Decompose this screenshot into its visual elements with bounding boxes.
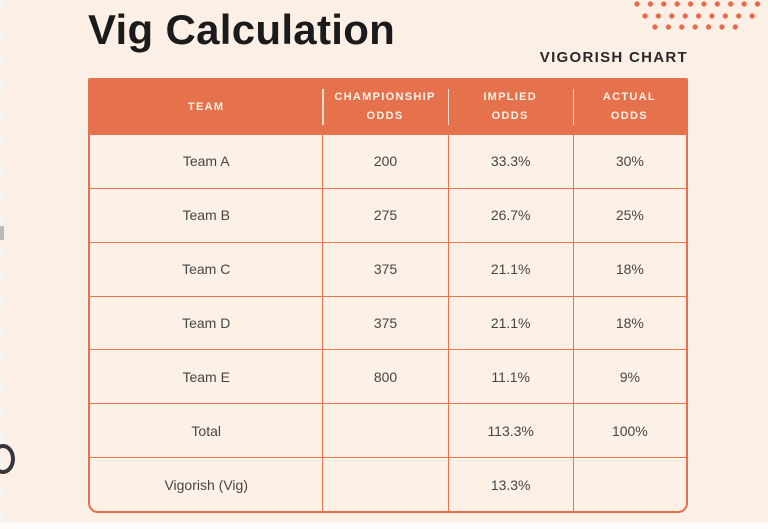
bottom-light-strip [0,522,768,529]
table-cell: Vigorish (Vig) [90,457,323,511]
column-header-actual-odds: ACTUAL ODDS [572,80,686,134]
table-cell: Team A [90,133,323,188]
page-title: Vig Calculation [88,6,396,53]
table-cell [322,403,448,458]
screen-edge-notches [0,0,3,529]
table-cell: Team C [90,241,323,296]
column-header-label: TEAM [188,100,225,113]
vigorish-table: TEAM CHAMPIONSHIP ODDS IMPLIED ODDS ACTU… [88,78,688,513]
column-header-label: CHAMPIONSHIP ODDS [334,91,436,122]
table-cell [322,457,448,511]
table-cell: Team D [90,295,323,350]
table-cell: 800 [322,349,448,404]
column-header-label: IMPLIED ODDS [483,91,538,122]
table-cell: 11.1% [447,349,573,404]
column-header-team: TEAM [90,80,323,134]
corner-dots-row-icon [642,12,760,19]
column-header-championship-odds: CHAMPIONSHIP ODDS [322,80,448,134]
table-cell: Total [90,403,323,457]
table-cell: 200 [322,133,448,188]
table-cell: 9% [572,349,686,404]
edge-artifact-mark [0,444,15,474]
table-cell: 21.1% [447,295,573,350]
chart-subtitle: VIGORISH CHART [539,49,688,66]
table-cell: 33.3% [447,133,573,188]
table-cell: 18% [572,241,686,296]
table-cell: 375 [322,295,448,350]
corner-dots-row-icon [652,24,744,30]
table-cell: 18% [572,295,686,350]
table-cell: 25% [572,187,686,242]
table-cell: 113.3% [447,403,573,458]
column-header-label: ACTUAL ODDS [602,91,656,122]
table-cell: Team B [90,187,323,242]
table-cell [572,457,686,511]
screen-edge-gray-notch [0,226,4,240]
corner-dots-row-icon [634,1,768,7]
table-cell: 30% [572,133,686,188]
column-header-implied-odds: IMPLIED ODDS [447,80,573,134]
table-cell: 26.7% [447,187,573,242]
table-cell: 375 [322,241,448,296]
table-cell: 21.1% [447,241,573,296]
table-cell: Team E [90,349,323,403]
table-cell: 100% [572,403,686,458]
table-cell: 13.3% [447,457,573,511]
table-cell: 275 [322,187,448,242]
